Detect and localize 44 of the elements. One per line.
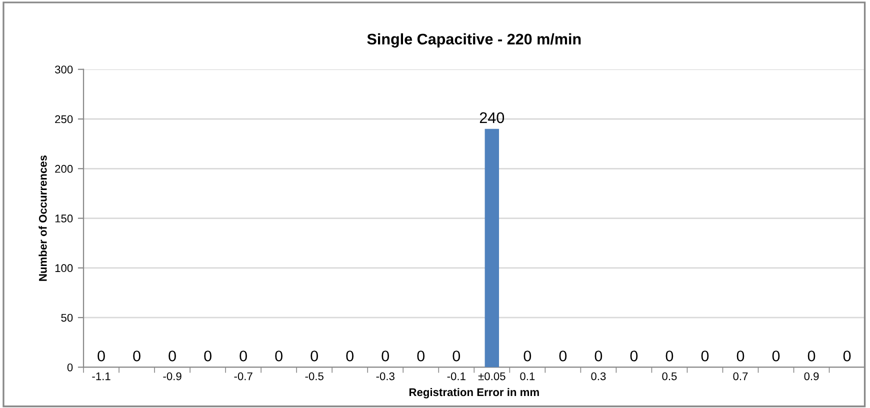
data-label: 0: [630, 350, 638, 362]
x-tick-label: 0.1: [520, 372, 535, 380]
data-label: 0: [524, 350, 532, 362]
y-tick-label: 250: [55, 115, 73, 124]
data-label: 0: [382, 350, 390, 362]
y-axis-title: Number of Occurrences: [38, 155, 47, 281]
data-label: 0: [452, 350, 460, 362]
data-label: 0: [98, 350, 105, 362]
data-label: 240: [480, 112, 504, 124]
data-label: 0: [133, 350, 140, 362]
y-tick-label: 50: [61, 314, 73, 322]
data-label: 0: [346, 350, 354, 362]
x-tick-label: -0.3: [376, 372, 394, 380]
y-tick-label: 100: [55, 264, 73, 272]
y-tick-label: 150: [55, 214, 73, 222]
data-label: 0: [559, 350, 567, 362]
x-tick-label: -1.1: [92, 372, 110, 380]
data-label: 0: [417, 350, 425, 362]
data-label: 0: [666, 350, 674, 362]
x-tick-label: 0.9: [804, 372, 819, 380]
data-label: 0: [310, 350, 318, 362]
x-tick-label: 0.7: [733, 372, 748, 380]
data-label: 0: [736, 350, 744, 362]
data-label: 0: [772, 350, 780, 362]
data-label: 0: [204, 350, 212, 362]
x-tick-label: -0.9: [163, 372, 182, 380]
y-tick-label: 0: [67, 363, 73, 372]
data-label: 0: [594, 350, 602, 362]
x-axis-title: Registration Error in mm: [409, 388, 539, 398]
y-tick-label: 300: [54, 66, 73, 74]
data-label: 0: [701, 350, 709, 362]
data-label: 0: [843, 350, 851, 362]
x-tick-label: -0.1: [447, 372, 466, 380]
chart-title: Single Capacitive - 220 m/min: [367, 33, 581, 48]
data-label: 0: [808, 350, 816, 362]
data-label: 0: [275, 350, 282, 362]
x-tick-label: 0.3: [591, 372, 606, 380]
x-tick-label: -0.5: [305, 372, 324, 380]
x-tick-label: 0.5: [662, 372, 677, 380]
y-tick-label: 200: [55, 164, 73, 173]
x-tick-label: ±0.05: [478, 372, 506, 380]
data-label: 0: [168, 350, 176, 362]
x-tick-label: -0.7: [234, 372, 252, 380]
data-label: 0: [240, 350, 247, 362]
